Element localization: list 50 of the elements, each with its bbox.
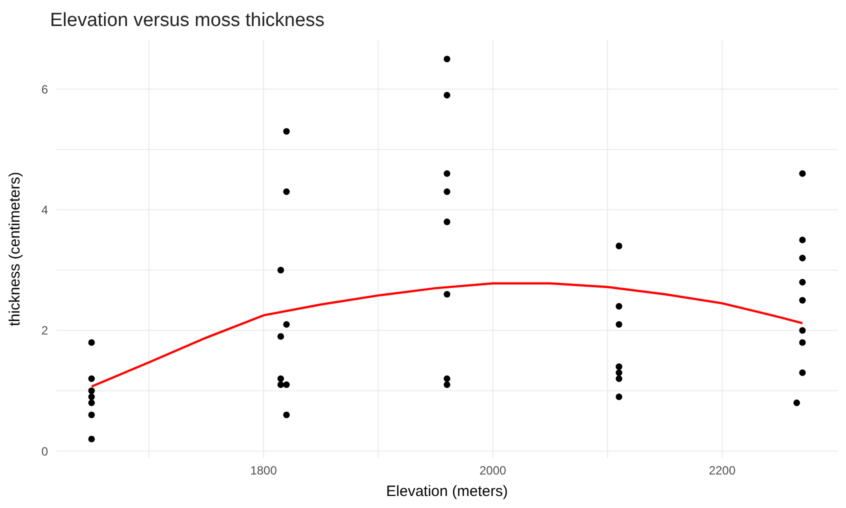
point	[88, 387, 95, 394]
x-tick-label: 2200	[708, 464, 736, 478]
point	[444, 56, 450, 62]
point	[616, 375, 622, 382]
point	[277, 381, 284, 388]
point	[283, 412, 290, 418]
y-axis-title: thickness (centimeters)	[6, 172, 24, 326]
point	[283, 188, 290, 195]
point	[88, 339, 95, 346]
point	[277, 375, 284, 382]
point	[616, 303, 622, 310]
point	[444, 381, 450, 388]
x-tick-label: 1800	[250, 464, 278, 478]
y-tick-label: 0	[41, 444, 48, 458]
point	[444, 92, 450, 98]
y-tick-label: 6	[41, 82, 48, 96]
point	[444, 375, 450, 382]
y-tick-label: 2	[41, 324, 48, 338]
point	[616, 242, 622, 250]
point	[799, 278, 806, 286]
point	[444, 218, 450, 226]
point	[88, 436, 95, 442]
point	[799, 339, 806, 346]
point	[88, 393, 95, 400]
point	[616, 393, 622, 400]
point	[616, 363, 622, 370]
point	[283, 381, 290, 388]
point	[616, 321, 622, 328]
point	[283, 128, 290, 135]
point	[88, 375, 95, 382]
point	[277, 333, 284, 340]
point	[88, 400, 95, 406]
point	[283, 321, 290, 328]
point	[277, 266, 284, 274]
point	[444, 290, 450, 298]
point	[88, 412, 95, 418]
point	[616, 369, 622, 376]
x-axis-title: Elevation (meters)	[386, 483, 508, 500]
point	[799, 254, 806, 262]
y-tick-label: 4	[41, 203, 48, 218]
point	[444, 188, 450, 195]
point	[444, 170, 450, 177]
point	[799, 170, 806, 177]
point	[799, 236, 806, 244]
chart-title: Elevation versus moss thickness	[50, 10, 325, 32]
point	[799, 296, 806, 304]
x-tick-label: 2000	[480, 464, 507, 478]
point	[799, 327, 806, 334]
point	[799, 369, 806, 376]
point	[793, 400, 800, 406]
